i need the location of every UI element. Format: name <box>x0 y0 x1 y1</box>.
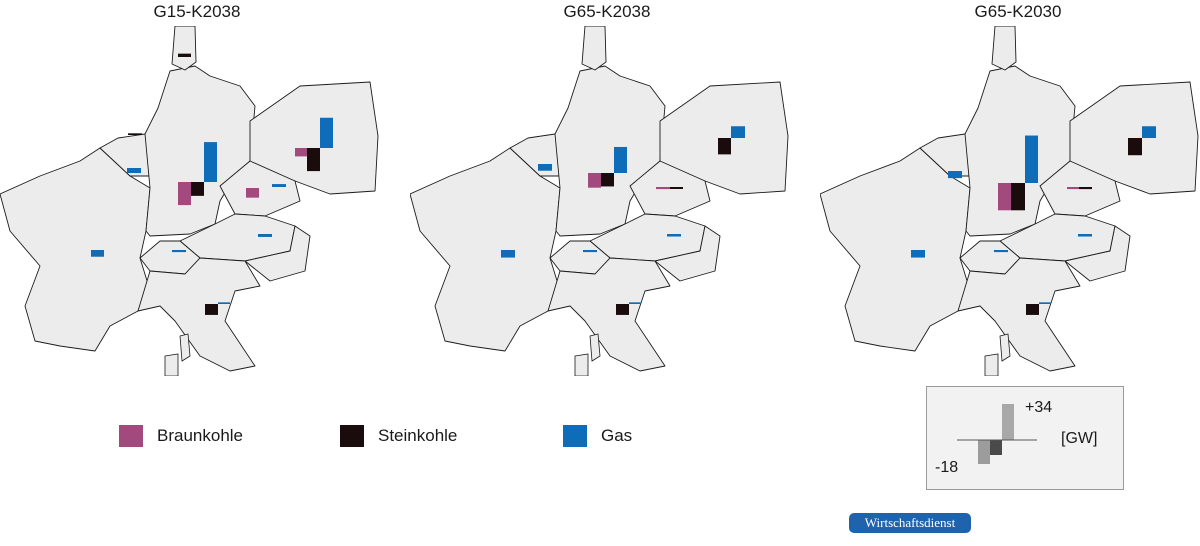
sardinia <box>984 353 999 376</box>
steinkohle-swatch <box>340 425 364 447</box>
hungary <box>1064 225 1131 282</box>
legend-label: Steinkohle <box>378 426 458 445</box>
hungary <box>654 225 721 282</box>
gas-swatch <box>563 425 587 447</box>
country-outlines <box>0 26 379 376</box>
denmark <box>171 26 197 71</box>
corsica <box>179 333 191 362</box>
scale-graphic <box>957 404 1037 464</box>
denmark <box>581 26 607 71</box>
legend-gas: Gas <box>563 424 632 448</box>
denmark <box>991 26 1017 71</box>
legend-steinkohle: Steinkohle <box>340 424 457 448</box>
france <box>410 147 561 352</box>
corsica <box>589 333 601 362</box>
scale-bar-positive <box>1002 404 1014 440</box>
europe-map-1 <box>0 26 379 376</box>
scale-unit-label: [GW] <box>1061 430 1098 447</box>
france <box>0 147 151 352</box>
sardinia <box>574 353 589 376</box>
country-outlines <box>820 26 1199 376</box>
hungary <box>244 225 311 282</box>
legend-braunkohle: Braunkohle <box>119 424 243 448</box>
braunkohle-swatch <box>119 425 143 447</box>
europe-map-2 <box>410 26 789 376</box>
map-title-3: G65-K2030 <box>974 2 1062 21</box>
italy <box>547 257 671 372</box>
map-title-2: G65-K2038 <box>563 2 651 21</box>
scale-box: +34 [GW] -18 <box>926 386 1124 490</box>
wirtschaftsdienst-badge: Wirtschaftsdienst <box>849 513 971 533</box>
italy <box>137 257 261 372</box>
europe-map-3 <box>820 26 1199 376</box>
country-outlines <box>410 26 789 376</box>
scale-bar-negative-mid <box>990 440 1002 455</box>
map-title-1: G15-K2038 <box>153 2 241 21</box>
sardinia <box>164 353 179 376</box>
legend-label: Braunkohle <box>157 426 244 445</box>
italy <box>957 257 1081 372</box>
scale-max-label: +34 <box>1025 399 1053 416</box>
corsica <box>999 333 1011 362</box>
france <box>820 147 971 352</box>
scale-min-label: -18 <box>935 459 959 476</box>
scale-bar-negative-left <box>978 440 990 464</box>
legend-label: Gas <box>601 426 633 445</box>
